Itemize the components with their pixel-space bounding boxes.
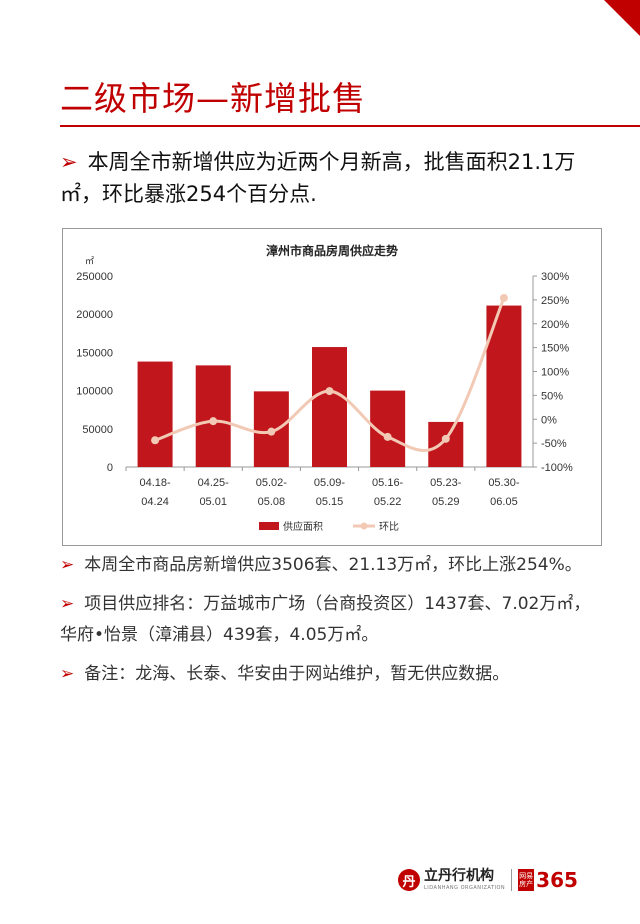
page-title: 二级市场—新增批售	[60, 79, 366, 118]
x-tick-label: 05.29	[432, 496, 460, 508]
footer-divider	[511, 869, 513, 891]
note-item: ➢ 本周全市商品房新增供应3506套、21.13万㎡，环比上涨254%。	[60, 550, 605, 581]
x-tick-label: 05.23-	[430, 477, 462, 489]
y-tick-label-right: 50%	[541, 390, 563, 402]
y-tick-label-left: 100000	[76, 386, 113, 398]
y-tick-label-left: 0	[107, 462, 113, 474]
y-tick-label-right: -50%	[541, 438, 567, 450]
arrow-bullet-icon: ➢	[60, 150, 78, 174]
y-tick-label-right: 300%	[541, 271, 569, 283]
note-item: ➢ 项目供应排名：万益城市广场（台商投资区）1437套、7.02万㎡，华府•怡景（…	[60, 589, 605, 651]
y-tick-label-left: 250000	[76, 271, 113, 283]
y-tick-label-right: 0%	[541, 414, 557, 426]
arrow-bullet-icon: ➢	[60, 664, 75, 684]
x-tick-label: 05.09-	[314, 477, 346, 489]
title-divider	[60, 125, 640, 127]
arrow-bullet-icon: ➢	[60, 594, 75, 614]
lead-text: 本周全市新增供应为近两个月新高，批售面积21.1万㎡，环比暴涨254个百分点.	[60, 150, 576, 206]
arrow-bullet-icon: ➢	[60, 555, 75, 575]
y-tick-label-right: 250%	[541, 295, 569, 307]
point-mom-change	[151, 436, 160, 445]
lead-paragraph: ➢ 本周全市新增供应为近两个月新高，批售面积21.1万㎡，环比暴涨254个百分点.	[60, 146, 600, 210]
bar-supply-area	[195, 365, 231, 467]
x-tick-label: 05.16-	[372, 477, 404, 489]
org-logo-icon: 丹	[398, 869, 420, 891]
legend-label-line: 环比	[379, 521, 399, 533]
x-tick-label: 05.01	[199, 496, 227, 508]
x-tick-label: 05.08	[258, 496, 286, 508]
x-tick-label: 05.15	[316, 496, 344, 508]
x-tick-label: 04.25-	[198, 477, 230, 489]
legend-swatch-bar	[259, 522, 279, 530]
legend-marker-line	[360, 522, 368, 530]
x-tick-label: 05.22	[374, 496, 402, 508]
bar-supply-area	[137, 361, 173, 467]
org-subtitle: LIDANHANG ORGANIZATION	[424, 885, 506, 891]
partner-number: 365	[536, 868, 578, 892]
x-tick-label: 06.05	[490, 496, 518, 508]
point-mom-change	[267, 427, 276, 436]
org-name: 立丹行机构	[424, 868, 494, 884]
x-tick-label: 05.02-	[256, 477, 288, 489]
note-text: 备注：龙海、长泰、华安由于网站维护，暂无供应数据。	[84, 664, 510, 684]
note-text: 项目供应排名：万益城市广场（台商投资区）1437套、7.02万㎡，华府•怡景（漳…	[60, 594, 591, 645]
point-mom-change	[209, 417, 218, 426]
point-mom-change	[383, 432, 392, 441]
y-tick-label-left: 150000	[76, 347, 113, 359]
y-tick-label-right: 150%	[541, 343, 569, 355]
chart-title: 漳州市商品房周供应走势	[266, 243, 398, 258]
bar-supply-area	[428, 421, 464, 467]
y-tick-label-left: 200000	[76, 309, 113, 321]
x-tick-label: 04.18-	[139, 477, 171, 489]
x-tick-label: 04.24	[141, 496, 169, 508]
corner-decoration	[604, 0, 640, 36]
point-mom-change	[325, 387, 334, 396]
note-item: ➢ 备注：龙海、长泰、华安由于网站维护，暂无供应数据。	[60, 659, 605, 690]
legend-label-bar: 供应面积	[283, 520, 323, 533]
y-tick-label-right: 200%	[541, 319, 569, 331]
footer-logo: 丹 立丹行机构 LIDANHANG ORGANIZATION 网易房产 365	[398, 862, 578, 898]
note-text: 本周全市商品房新增供应3506套、21.13万㎡，环比上涨254%。	[84, 555, 582, 575]
notes-list: ➢ 本周全市商品房新增供应3506套、21.13万㎡，环比上涨254%。 ➢ 项目供…	[60, 550, 605, 698]
point-mom-change	[499, 293, 508, 302]
y-tick-label-right: -100%	[541, 462, 573, 474]
line-mom-change	[154, 297, 506, 452]
y-tick-label-right: 100%	[541, 367, 569, 379]
x-tick-label: 05.30-	[488, 477, 520, 489]
y-tick-label-left: 50000	[82, 424, 113, 436]
point-mom-change	[441, 434, 450, 443]
partner-badge: 网易房产	[518, 869, 535, 891]
bar-supply-area	[312, 347, 347, 467]
y-axis-unit: ㎡	[85, 256, 94, 267]
